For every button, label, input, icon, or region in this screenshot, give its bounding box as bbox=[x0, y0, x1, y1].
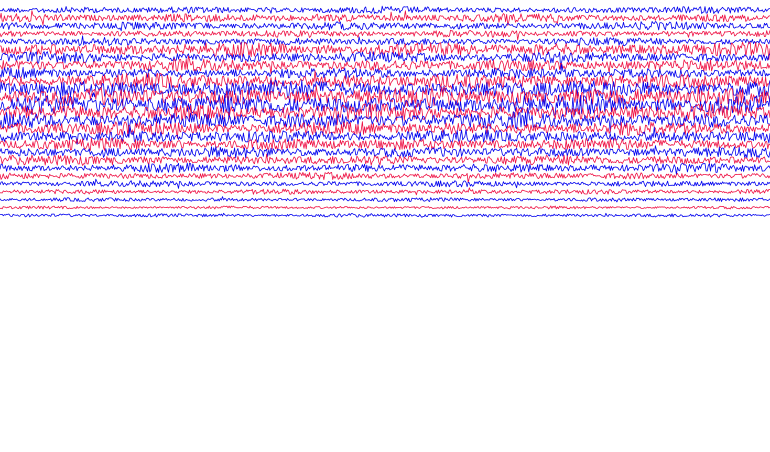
trace-line-19 bbox=[0, 153, 770, 166]
trace-line-7 bbox=[0, 55, 770, 75]
trace-line-24 bbox=[0, 196, 770, 203]
trace-line-6 bbox=[0, 51, 770, 70]
trace-line-11 bbox=[0, 85, 770, 108]
trace-line-26 bbox=[0, 212, 770, 218]
trace-line-10 bbox=[0, 79, 770, 99]
trace-line-8 bbox=[0, 64, 770, 81]
trace-line-9 bbox=[0, 70, 770, 90]
trace-line-12 bbox=[0, 94, 770, 116]
trace-line-14 bbox=[0, 107, 770, 136]
trace-line-0 bbox=[0, 5, 770, 14]
trace-line-1 bbox=[0, 10, 770, 26]
trace-line-21 bbox=[0, 171, 770, 183]
trace-line-18 bbox=[0, 145, 770, 159]
trace-line-20 bbox=[0, 162, 770, 175]
trace-line-4 bbox=[0, 35, 770, 47]
trace-line-3 bbox=[0, 29, 770, 41]
trace-line-15 bbox=[0, 121, 770, 139]
trace-line-16 bbox=[0, 125, 770, 145]
trace-line-5 bbox=[0, 41, 770, 60]
trace-line-17 bbox=[0, 137, 770, 152]
trace-line-13 bbox=[0, 103, 770, 126]
trace-line-2 bbox=[0, 21, 770, 32]
trace-line-23 bbox=[0, 187, 770, 196]
trace-line-22 bbox=[0, 178, 770, 189]
trace-line-25 bbox=[0, 205, 770, 210]
